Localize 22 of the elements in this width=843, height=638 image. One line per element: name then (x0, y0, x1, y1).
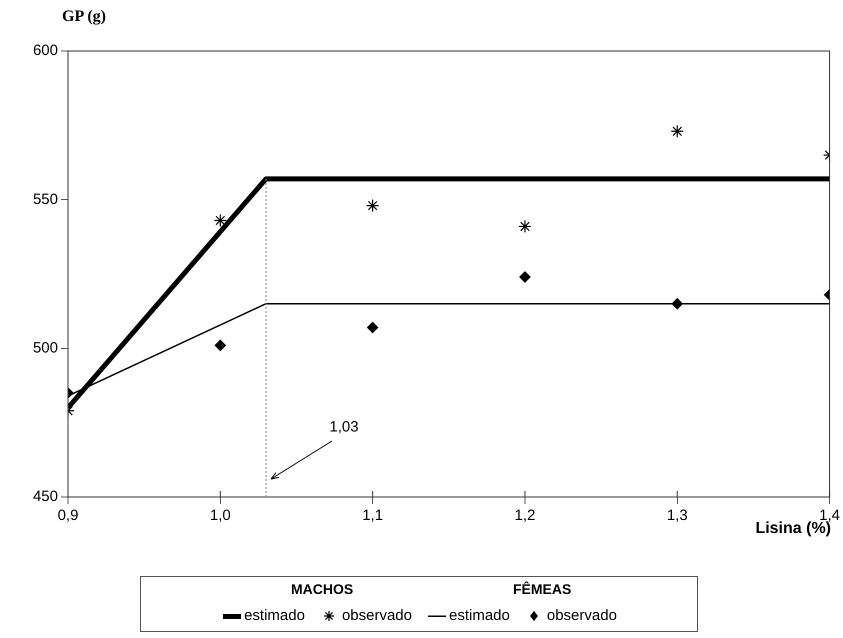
point (519, 271, 531, 283)
point (367, 322, 378, 334)
x-tick-label: 1,1 (362, 507, 384, 524)
legend-label: observado (546, 607, 617, 624)
ref-line-label: 1,03 (329, 418, 359, 436)
y-axis-title: GP (g) (62, 8, 106, 26)
legend-label: estimado (449, 607, 510, 624)
x-tick-label: 1,2 (514, 507, 536, 524)
x-axis-title: Lisina (%) (755, 520, 831, 538)
y-tick-label: 600 (32, 42, 58, 60)
text: MACHOS (291, 581, 354, 597)
legend-label: observado (342, 607, 412, 624)
x-tick-label: 1,0 (210, 507, 231, 524)
point (518, 220, 532, 234)
text: FÊMEAS (513, 581, 572, 597)
x-tick-label: 1,3 (666, 507, 688, 524)
point (366, 199, 380, 212)
legend-label: estimado (244, 607, 305, 624)
y-tick-label: 450 (32, 488, 58, 506)
x-tick-label: 0,9 (58, 507, 78, 524)
y-tick-label: 500 (32, 339, 58, 356)
y-tick-label: 550 (32, 190, 58, 208)
